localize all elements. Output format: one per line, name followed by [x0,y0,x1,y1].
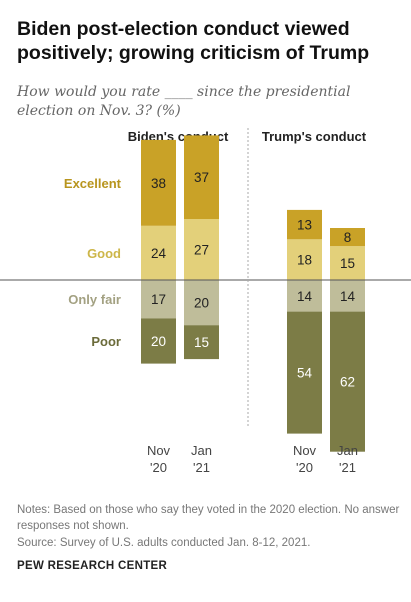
bar-only-fair [287,280,322,312]
bar-only-fair [184,280,219,326]
bar-excellent [287,209,322,240]
legend: Excellent Good Only fair Poor [64,176,122,349]
legend-label-good: Good [87,246,121,261]
data-label: 20 [194,296,209,311]
group-title: Trump's conduct [262,129,367,144]
data-label: 24 [151,246,167,261]
data-label: 38 [151,176,166,191]
bar-good [184,219,219,280]
bar-excellent [330,228,365,247]
category-label: Jan [191,443,212,458]
category-label: Nov [147,443,171,458]
data-label: 54 [297,366,313,381]
data-label: 27 [194,243,209,258]
group-biden-s-conduct: Biden's conduct24381720Nov'2027372015Jan… [128,129,229,475]
bar-excellent [184,135,219,219]
data-label: 20 [151,334,166,349]
data-label: 14 [297,289,313,304]
category-label: Jan [337,443,358,458]
data-label: 13 [297,218,312,233]
bar-poor [330,311,365,452]
bar-good [141,225,176,280]
data-label: 15 [194,335,209,350]
bar-poor [184,325,219,360]
notes: Notes: Based on those who say they voted… [17,504,400,532]
data-label: 17 [151,292,166,307]
data-label: 37 [194,170,209,185]
category-label: '20 [296,460,313,475]
data-label: 62 [340,375,355,390]
group-trump-s-conduct: Trump's conduct 18 13 14 54 Nov '20 15 8 14 62 Jan '… [262,129,367,475]
chart-groups: Biden's conduct24381720Nov'2027372015Jan… [128,129,367,475]
bar-good [287,239,322,280]
data-label: 8 [344,230,352,245]
data-label: 18 [297,253,312,268]
category-label: '21 [339,460,356,475]
category-label: '20 [150,460,167,475]
legend-label-poor: Poor [91,334,121,349]
data-label: 14 [340,289,356,304]
chart-title: Biden post-election conduct viewed posit… [17,18,370,64]
category-label: Nov [293,443,317,458]
bar-good [330,246,365,280]
data-label: 15 [340,256,355,271]
brand-logo-text: PEW RESEARCH CENTER [17,560,168,572]
bar-poor [287,311,322,434]
legend-label-excellent: Excellent [64,176,122,191]
bar-only-fair [141,280,176,319]
chart-subtitle: How would you rate ____ since the presid… [17,84,351,119]
bar-poor [141,318,176,364]
source: Source: Survey of U.S. adults conducted … [17,537,311,549]
bar-excellent [141,139,176,226]
bar-only-fair [330,280,365,312]
category-label: '21 [193,460,210,475]
legend-label-only-fair: Only fair [68,292,121,307]
